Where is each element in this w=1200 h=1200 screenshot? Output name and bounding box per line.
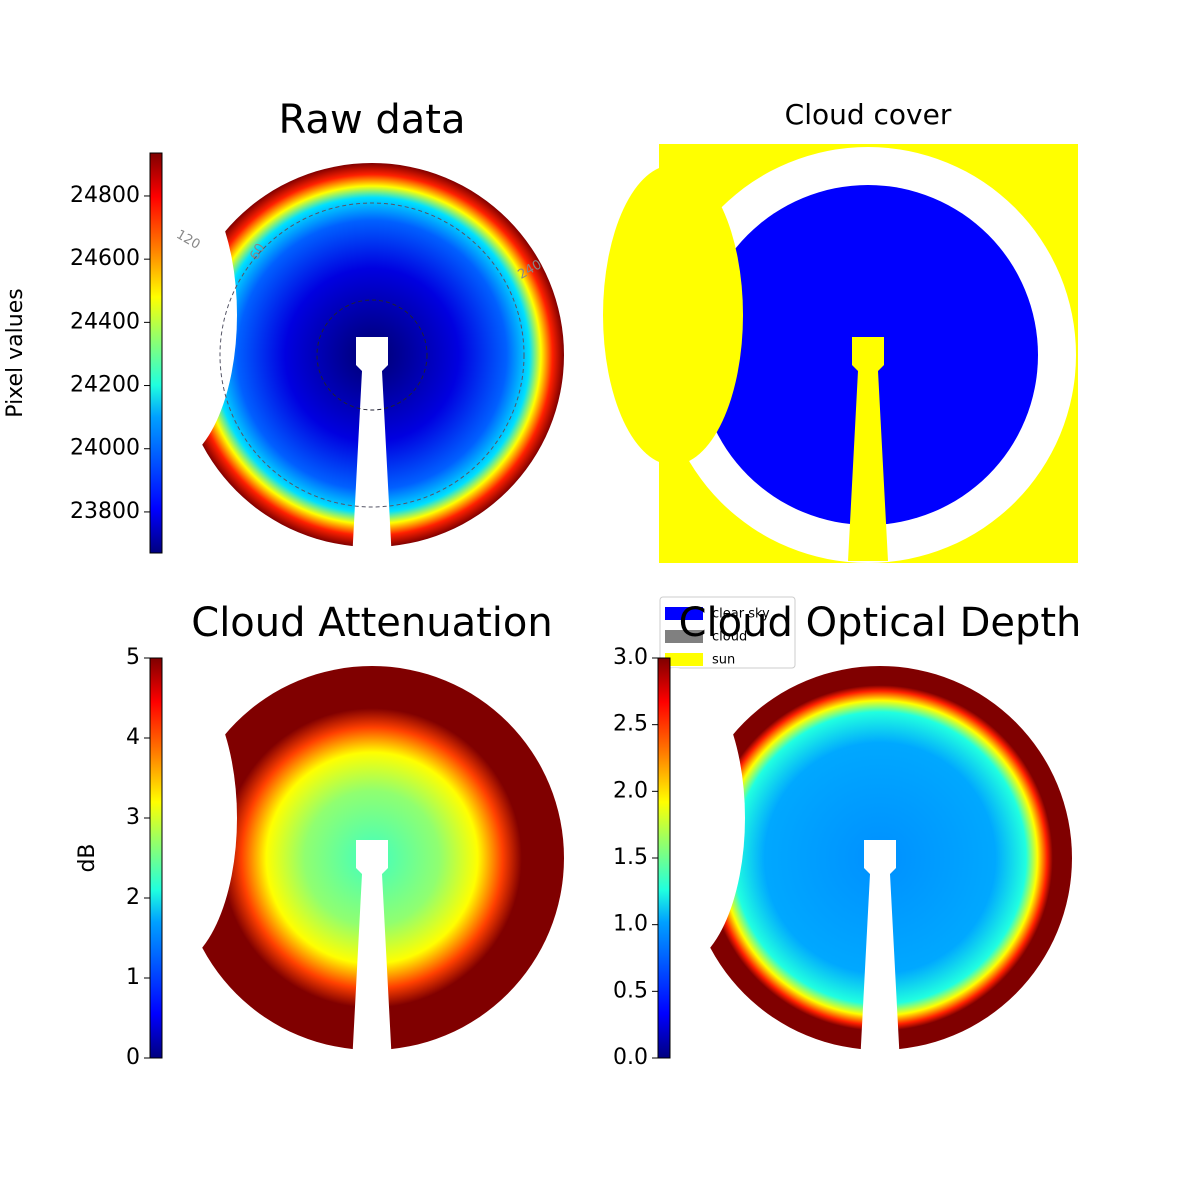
- panel-title: Raw data: [279, 97, 466, 143]
- polar-ring: [316, 299, 428, 411]
- colorbar-tick-label: 24000: [70, 436, 140, 461]
- colorbar-tick-label: 0.5: [613, 978, 648, 1003]
- colorbar-tick-label: 0: [126, 1045, 140, 1070]
- mount: [352, 840, 392, 1064]
- colorbar-label: Pixel values: [3, 288, 28, 417]
- colorbar-label: dB: [75, 843, 100, 872]
- colorbar-tick-label: 1.0: [613, 912, 648, 937]
- colorbar-tick-label: 0.0: [613, 1045, 648, 1070]
- horizon-obstruction: [603, 165, 743, 465]
- colorbar: [149, 657, 163, 1059]
- colorbar-tick-label: 24600: [70, 246, 140, 271]
- colorbar-tick-label: 2.0: [613, 778, 648, 803]
- colorbar: [657, 657, 671, 1059]
- colorbar-tick-label: 24800: [70, 183, 140, 208]
- colorbar-tick-label: 3: [126, 805, 140, 830]
- legend-label: sun: [712, 653, 735, 668]
- mount: [848, 337, 888, 561]
- horizon-obstruction: [605, 668, 745, 968]
- colorbar-tick-label: 2.5: [613, 712, 648, 737]
- colorbar-tick-label: 2: [126, 885, 140, 910]
- legend-label: cloud: [712, 630, 747, 645]
- colorbar-tick-label: 24400: [70, 309, 140, 334]
- colorbar-tick-label: 1: [126, 965, 140, 990]
- horizon-obstruction: [97, 668, 237, 968]
- panel-title: Cloud Optical Depth: [679, 600, 1082, 646]
- mount: [860, 840, 900, 1064]
- polar-ring: [219, 202, 525, 508]
- colorbar-tick-label: 23800: [70, 499, 140, 524]
- legend-swatch: [665, 653, 703, 666]
- horizon-obstruction: [97, 165, 237, 465]
- polar-label: 60: [247, 241, 268, 263]
- panel-title: Cloud cover: [785, 98, 952, 131]
- legend-swatch: [665, 607, 703, 620]
- colorbar-tick-label: 1.5: [613, 845, 648, 870]
- colorbar-tick-label: 24200: [70, 373, 140, 398]
- legend-label: clear sky: [712, 607, 770, 622]
- colorbar-tick-label: 5: [126, 645, 140, 670]
- panel-title: Cloud Attenuation: [191, 600, 552, 646]
- colorbar: [149, 152, 163, 554]
- legend-swatch: [665, 630, 703, 643]
- mount: [352, 337, 392, 561]
- colorbar-tick-label: 3.0: [613, 645, 648, 670]
- colorbar-tick-label: 4: [126, 725, 140, 750]
